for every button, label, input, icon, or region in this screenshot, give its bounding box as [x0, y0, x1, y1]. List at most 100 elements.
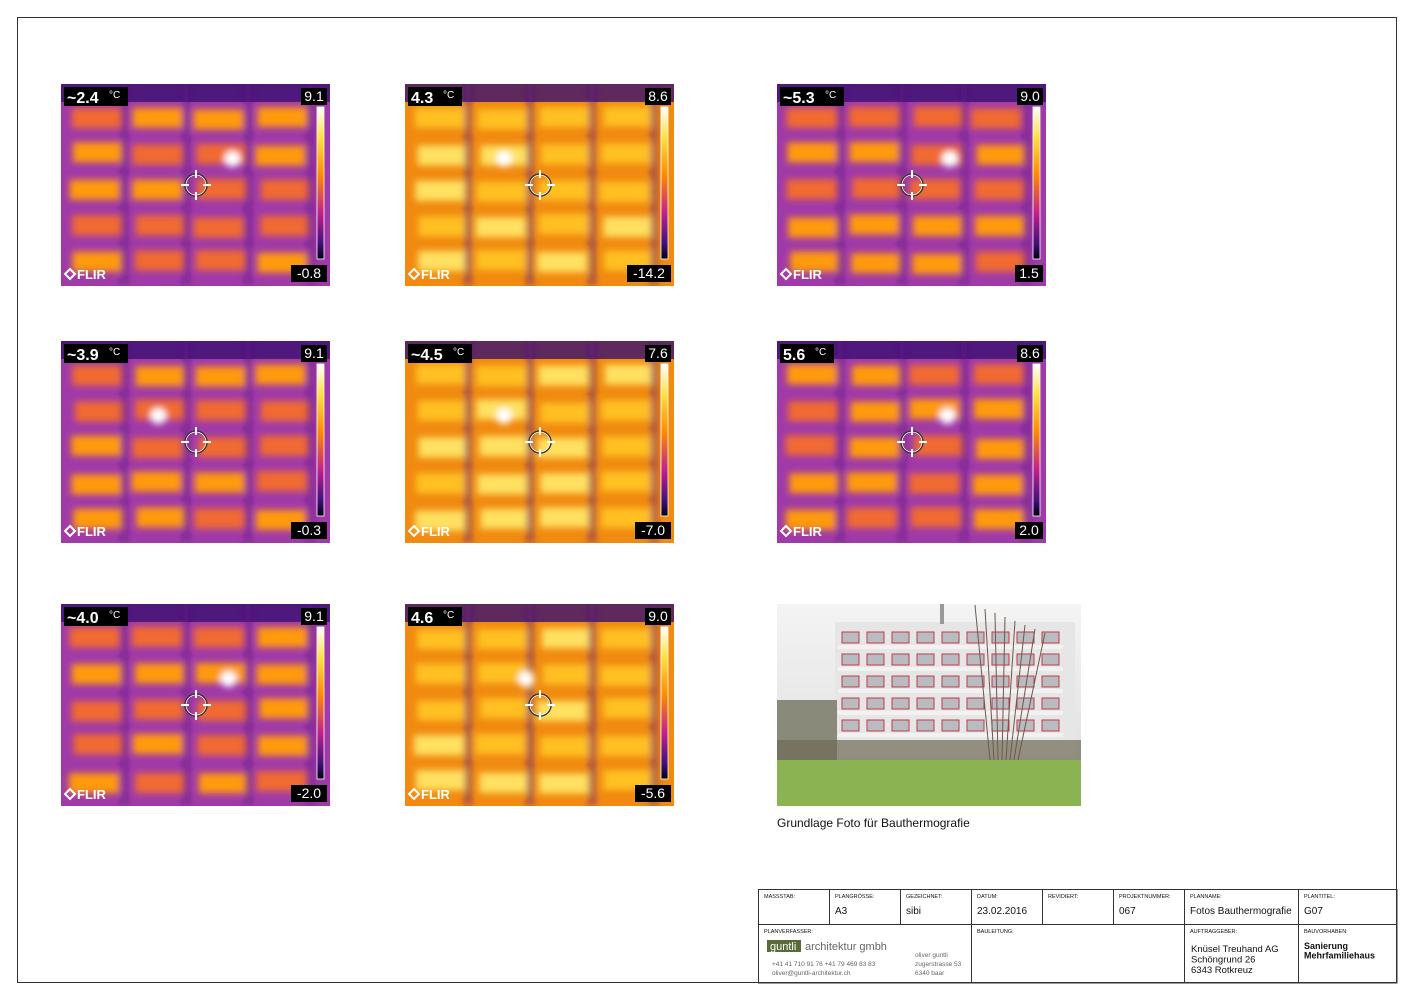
thermal-pillar — [307, 84, 313, 286]
photo-balcony — [1013, 645, 1038, 649]
thermal-band — [131, 471, 182, 492]
thermal-band — [909, 364, 960, 385]
thermal-band — [255, 145, 306, 166]
thermal-band — [540, 144, 591, 165]
company-phone: +41 41 710 91 76 +41 79 469 83 83 — [772, 961, 876, 968]
thermal-band — [540, 473, 591, 494]
thermal-band — [418, 216, 469, 237]
photo-balcony — [988, 667, 1013, 671]
flir-icon — [407, 787, 421, 801]
max-box — [301, 345, 327, 362]
thermal-band — [537, 700, 588, 721]
thermal-pillar — [961, 84, 967, 286]
photo-window — [941, 719, 960, 732]
thermal-band — [475, 734, 526, 755]
photo-window — [891, 719, 910, 732]
photo-window — [966, 675, 985, 688]
scale-max: 7.6 — [648, 345, 668, 361]
min-box — [635, 785, 671, 802]
photo-balcony — [938, 733, 963, 737]
thermal-band — [850, 401, 901, 422]
thermal-band — [135, 663, 186, 684]
photo-balcony — [1038, 689, 1063, 693]
photo-balcony — [963, 711, 988, 715]
photo-window — [916, 675, 935, 688]
thermal-pillar — [589, 84, 595, 286]
client-line: Knüsel Treuhand AG — [1191, 944, 1279, 955]
photo-window — [841, 719, 860, 732]
photo-balcony — [988, 645, 1013, 649]
spot-unit: °C — [109, 347, 120, 358]
thermal-band — [131, 626, 182, 647]
thermal-band — [974, 179, 1025, 200]
thermal-pillar — [651, 84, 657, 286]
field-value: 067 — [1119, 906, 1136, 917]
photo-balcony — [963, 667, 988, 671]
thermal-band — [132, 179, 183, 200]
thermal-image: ~2.4 °C 9.1 -0.8 FLIR — [61, 84, 330, 286]
photo-window — [891, 675, 910, 688]
thermal-band — [193, 627, 244, 648]
spot-unit: °C — [453, 347, 464, 358]
thermal-band — [198, 773, 249, 794]
thermal-band — [478, 662, 529, 683]
scale-max: 9.0 — [648, 608, 668, 624]
thermal-band — [479, 436, 530, 457]
thermal-pillar — [465, 341, 471, 543]
field-label: PLANGRÖSSE: — [835, 893, 875, 900]
thermal-top — [777, 341, 1046, 359]
client-line: 6343 Rotkreuz — [1191, 965, 1253, 976]
thermal-band — [71, 701, 122, 722]
color-bar — [1032, 106, 1041, 260]
photo-window — [1016, 631, 1035, 644]
thermal-band — [257, 735, 308, 756]
flir-icon — [779, 524, 793, 538]
spot-box — [408, 344, 472, 363]
thermal-band — [195, 250, 246, 271]
color-bar — [316, 626, 325, 780]
spot-temperature: 4.6 — [411, 610, 433, 627]
photo-balcony — [1013, 711, 1038, 715]
flir-logo: FLIR — [77, 787, 106, 802]
photo-tree — [1001, 616, 1006, 761]
color-bar — [1032, 363, 1041, 517]
photo-window — [991, 675, 1010, 688]
title-block: MASSSTAB: PLANGRÖSSE: A3 GEZEICHNET: sibi DAT… — [758, 889, 1398, 984]
sheet-border — [17, 17, 1397, 983]
scale-min: -0.8 — [297, 265, 321, 281]
photo-tree — [1009, 624, 1026, 761]
thermal-top — [405, 341, 674, 359]
thermal-band — [973, 364, 1024, 385]
photo-balcony — [938, 667, 963, 671]
spot-box — [780, 87, 844, 106]
thermal-band — [785, 435, 836, 456]
thermal-band — [256, 664, 307, 685]
min-box — [291, 522, 327, 539]
thermal-band — [260, 179, 311, 200]
thermal-images: ~2.4 °C 9.1 -0.8 FLIR 4.3 °C 8.6 -14.2 FLIR ~5.3 °C… — [61, 84, 1046, 806]
field-value: A3 — [835, 906, 848, 917]
photo-window — [891, 697, 910, 710]
scale-max: 9.1 — [304, 608, 324, 624]
max-box — [645, 345, 671, 362]
thermal-band — [479, 772, 530, 793]
max-box — [301, 608, 327, 625]
field-value: 23.02.2016 — [977, 906, 1027, 917]
thermal-band — [537, 252, 588, 273]
photo-balcony — [988, 689, 1013, 693]
scale-min: 1.5 — [1019, 265, 1039, 281]
thermal-band — [477, 474, 528, 495]
thermal-band — [132, 734, 183, 755]
flir-logo: FLIR — [77, 524, 106, 539]
photo-balcony — [838, 645, 863, 649]
photo-window — [941, 631, 960, 644]
thermal-band — [480, 508, 531, 529]
thermal-pillar — [121, 341, 127, 543]
thermal-band — [976, 438, 1027, 459]
thermal-band — [135, 366, 186, 387]
photo-window — [841, 697, 860, 710]
thermal-band — [851, 253, 902, 274]
flir-logo: FLIR — [793, 267, 822, 282]
thermal-band — [601, 628, 652, 649]
thermal-hotspot — [496, 151, 513, 167]
